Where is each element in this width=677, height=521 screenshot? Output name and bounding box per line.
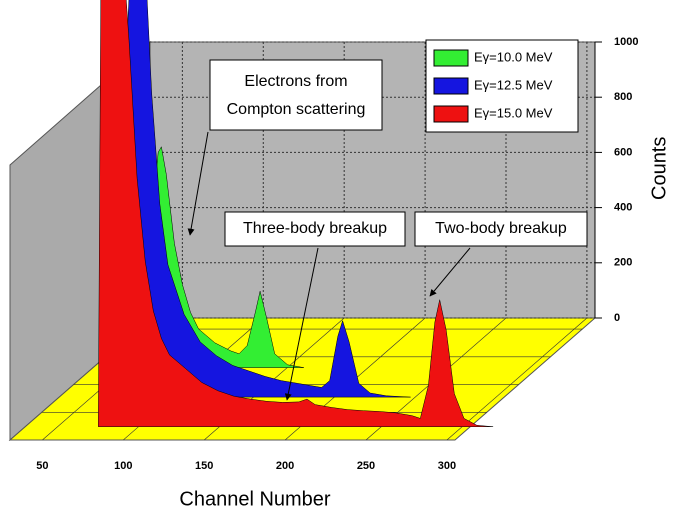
legend-items: Eγ=10.0 MeV Eγ=12.5 MeV Eγ=15.0 MeV xyxy=(433,49,553,123)
legend-swatch xyxy=(433,77,469,95)
annotation-box xyxy=(209,59,383,131)
annotation-box xyxy=(224,211,406,247)
y-tick-label: 400 xyxy=(614,202,632,214)
y-tick-label: 200 xyxy=(614,257,632,269)
x-tick-label: 100 xyxy=(114,460,132,472)
grid-line xyxy=(446,317,588,441)
plot-area xyxy=(98,0,494,427)
spectrum-area xyxy=(98,0,494,427)
annotation: Compton scattering xyxy=(227,101,366,118)
legend-swatch xyxy=(433,49,469,67)
y-tick-label: 800 xyxy=(614,91,632,103)
annotation-box xyxy=(414,211,588,247)
arrow xyxy=(284,247,319,401)
legend-label: Eγ=12.5 MeV xyxy=(474,77,553,92)
legend-label: Eγ=10.0 MeV xyxy=(474,49,553,64)
y-axis-label: Counts xyxy=(648,137,670,200)
arrow xyxy=(187,131,209,236)
x-axis-label: Channel Number xyxy=(179,488,331,510)
annotation: Three-body breakup xyxy=(243,220,387,237)
legend-label: Eγ=15.0 MeV xyxy=(474,105,553,120)
x-tick-label: 200 xyxy=(276,460,294,472)
x-tick-label: 50 xyxy=(36,460,48,472)
x-tick-label: 150 xyxy=(195,460,213,472)
y-tick-label: 600 xyxy=(614,146,632,158)
x-tick-label: 250 xyxy=(357,460,375,472)
legend-swatch xyxy=(433,105,469,123)
annotation: Electrons from xyxy=(244,73,347,90)
x-tick-label: 300 xyxy=(438,460,456,472)
annotation: Two-body breakup xyxy=(435,220,567,237)
y-tick-label: 0 xyxy=(614,312,620,324)
y-tick-label: 1000 xyxy=(614,36,638,48)
arrow xyxy=(429,247,471,297)
